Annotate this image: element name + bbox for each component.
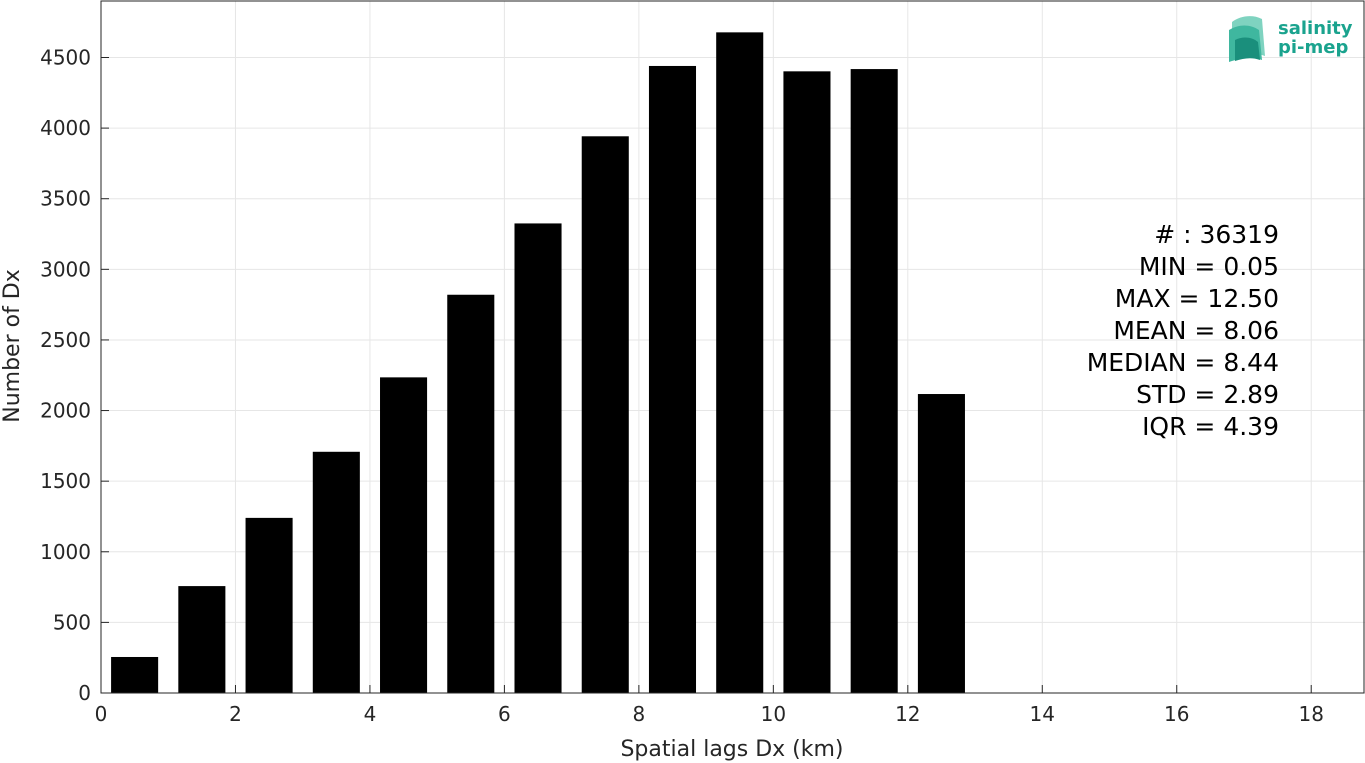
- y-tick-label: 3500: [40, 187, 91, 211]
- salinity-pi-mep-logo: salinity pi-mep: [1229, 16, 1353, 62]
- wave-logo-icon: [1229, 16, 1265, 62]
- stats-line: MAX = 12.50: [1115, 284, 1279, 313]
- bar-9: [716, 32, 764, 694]
- bar-10: [783, 71, 831, 694]
- y-tick-label: 500: [53, 610, 91, 634]
- y-tick-label: 4500: [40, 45, 91, 69]
- y-tick-label: 4000: [40, 116, 91, 140]
- logo-line-2: pi-mep: [1278, 37, 1348, 58]
- x-tick-label: 18: [1298, 702, 1323, 726]
- bar-4: [380, 377, 428, 693]
- stats-line: STD = 2.89: [1136, 380, 1279, 409]
- x-tick-label: 0: [95, 702, 108, 726]
- stats-line: IQR = 4.39: [1142, 412, 1279, 441]
- x-tick-label: 16: [1164, 702, 1189, 726]
- y-tick-label: 2500: [40, 328, 91, 352]
- x-tick-label: 10: [761, 702, 786, 726]
- bars: [111, 32, 965, 694]
- bar-8: [648, 65, 697, 694]
- stats-line: MEDIAN = 8.44: [1087, 348, 1279, 377]
- stats-line: # : 36319: [1154, 220, 1279, 249]
- bar-1: [178, 586, 226, 693]
- x-axis-title: Spatial lags Dx (km): [620, 737, 843, 762]
- x-tick-label: 2: [229, 702, 242, 726]
- bar-2: [245, 517, 293, 693]
- bar-11: [850, 69, 898, 694]
- x-tick-label: 8: [633, 702, 646, 726]
- y-tick-label: 1000: [40, 540, 91, 564]
- bar-3: [312, 451, 360, 693]
- y-tick-label: 1500: [40, 469, 91, 493]
- stats-annotation: # : 36319 MIN = 0.05 MAX = 12.50 MEAN = 8.0…: [1087, 220, 1279, 441]
- stats-line: MEAN = 8.06: [1113, 316, 1279, 345]
- plot-frame: [100, 0, 1365, 694]
- axes: [100, 0, 1365, 694]
- y-tick-label: 3000: [40, 257, 91, 281]
- x-tick-label: 4: [364, 702, 377, 726]
- logo-line-1: salinity: [1278, 18, 1353, 39]
- x-tick-label: 12: [895, 702, 920, 726]
- x-tick-label: 6: [498, 702, 511, 726]
- stats-line: MIN = 0.05: [1139, 252, 1279, 281]
- bar-12: [917, 394, 965, 693]
- y-tick-label: 0: [78, 681, 91, 705]
- bar-7: [581, 136, 629, 693]
- bar-0: [111, 656, 159, 693]
- x-tick-label: 14: [1030, 702, 1055, 726]
- bar-6: [514, 223, 562, 693]
- y-tick-label: 2000: [40, 399, 91, 423]
- y-axis-title: Number of Dx: [0, 269, 25, 423]
- bar-5: [447, 294, 495, 693]
- tick-labels: 0 2 4 6 8 10 12 14 16 18 0 500 1000 1500 2000 2500 3000 3…: [40, 45, 1324, 726]
